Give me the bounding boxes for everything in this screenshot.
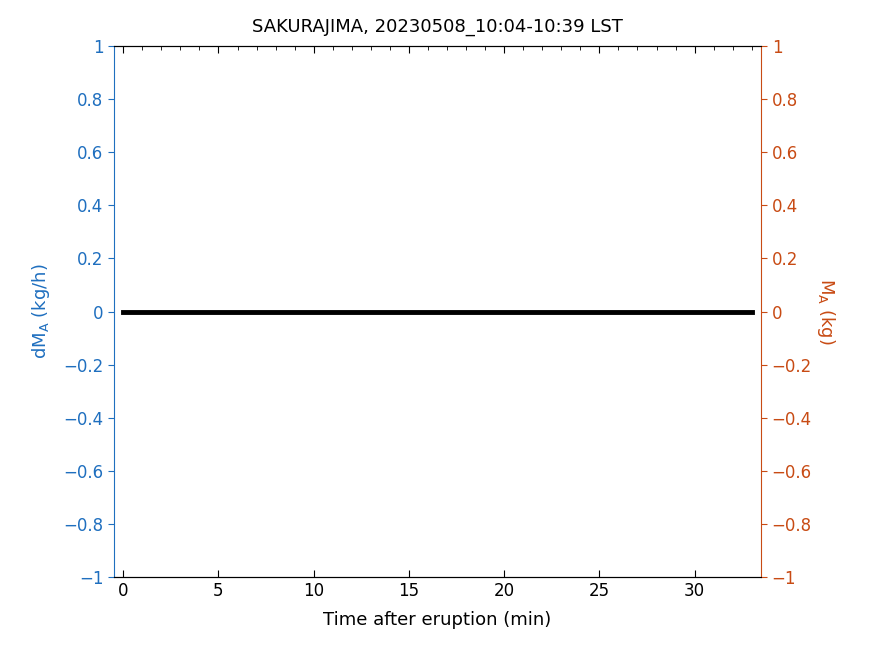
Y-axis label: $\mathregular{M_A}$ (kg): $\mathregular{M_A}$ (kg)	[815, 278, 836, 345]
X-axis label: Time after eruption (min): Time after eruption (min)	[324, 611, 551, 629]
Y-axis label: $\mathregular{dM_A}$ (kg/h): $\mathregular{dM_A}$ (kg/h)	[30, 264, 52, 359]
Title: SAKURAJIMA, 20230508_10:04-10:39 LST: SAKURAJIMA, 20230508_10:04-10:39 LST	[252, 18, 623, 36]
